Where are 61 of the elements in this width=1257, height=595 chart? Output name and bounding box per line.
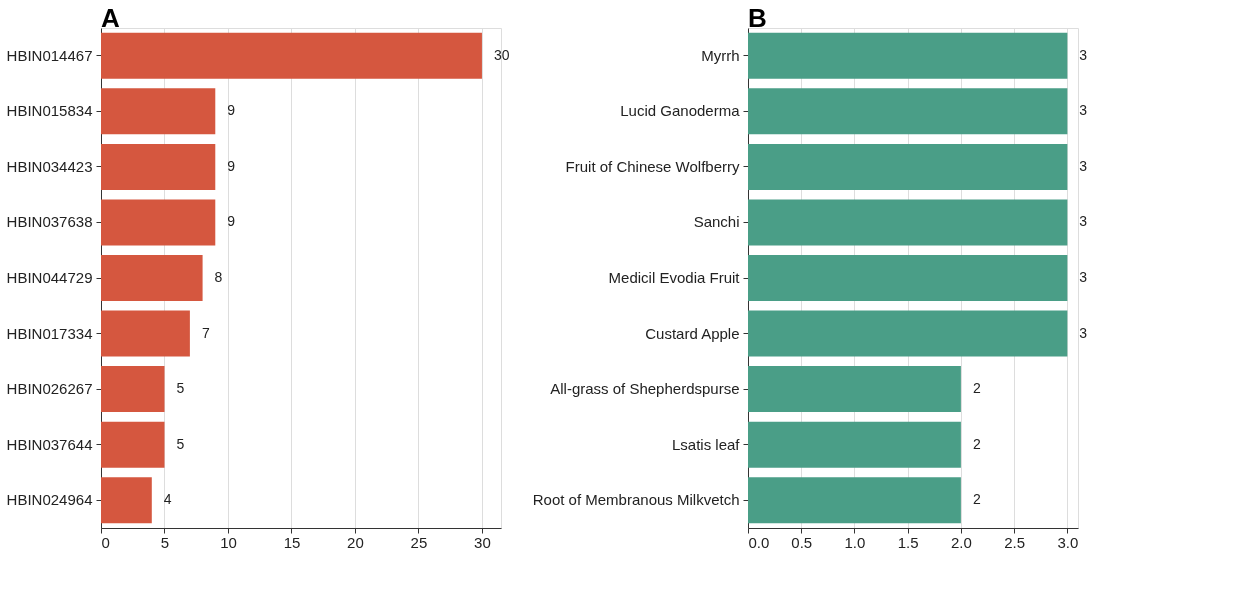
x-tick-label: 10	[220, 533, 237, 551]
bar	[101, 310, 190, 357]
x-tick-label: 1.5	[897, 533, 919, 551]
x-tick-label: 0	[101, 533, 110, 551]
data-label: 7	[201, 324, 210, 341]
data-label: 3	[1079, 157, 1088, 174]
data-label: 3	[1079, 102, 1088, 119]
x-tick-label: 0.5	[791, 533, 813, 551]
x-tick-label: 1.0	[844, 533, 866, 551]
y-tick-label: Sanchi	[693, 213, 740, 231]
y-tick-label: All-grass of Shepherdspurse	[550, 380, 740, 398]
x-tick-label: 25	[410, 533, 428, 551]
bar	[101, 366, 165, 413]
y-tick-label: HBIN037638	[6, 213, 93, 231]
data-label: 2	[972, 435, 981, 452]
bar	[101, 32, 482, 79]
x-tick-label: 20	[347, 533, 364, 551]
x-tick-label: 15	[283, 533, 301, 551]
chart-title: A	[101, 3, 120, 33]
x-tick-label: 2.0	[950, 533, 972, 551]
chart-title: B	[748, 3, 767, 33]
data-label: 3	[1079, 324, 1088, 341]
data-label: 3	[1079, 46, 1088, 63]
bar	[101, 255, 203, 301]
y-tick-label: HBIN017334	[6, 324, 93, 342]
y-tick-label: HBIN026267	[6, 380, 93, 398]
y-tick-label: HBIN024964	[6, 491, 93, 509]
data-label: 9	[227, 213, 236, 230]
x-tick-label: 5	[160, 533, 170, 551]
data-label: 5	[176, 380, 185, 397]
bar	[101, 421, 165, 468]
y-tick-label: HBIN037644	[6, 435, 93, 453]
bar	[101, 143, 216, 190]
bar	[101, 88, 216, 135]
data-label: 9	[227, 157, 236, 174]
data-label: 9	[227, 102, 236, 119]
y-tick-label: Lsatis leaf	[671, 435, 741, 453]
y-tick-label: HBIN044729	[6, 269, 93, 286]
bar	[101, 199, 216, 246]
y-tick-label: Root of Membranous Milkvetch	[532, 491, 740, 509]
data-label: 2	[972, 380, 981, 397]
data-label: 3	[1079, 269, 1088, 285]
x-tick-label: 3.0	[1057, 533, 1079, 551]
y-tick-label: Fruit of Chinese Wolfberry	[565, 157, 740, 175]
y-tick-label: HBIN015834	[6, 102, 93, 120]
y-tick-label: HBIN014467	[6, 46, 93, 64]
x-tick-label: 0.0	[748, 533, 770, 551]
data-label: 30	[493, 46, 510, 63]
y-tick-label: HBIN034423	[6, 157, 93, 175]
x-tick-label: 30	[474, 533, 491, 551]
x-tick-label: 2.5	[1004, 533, 1026, 551]
data-label: 4	[163, 491, 172, 508]
y-tick-label: Custard Apple	[645, 324, 740, 342]
y-tick-label: Myrrh	[701, 46, 740, 64]
data-label: 5	[176, 435, 185, 452]
data-label: 2	[972, 491, 981, 508]
data-label: 8	[214, 269, 223, 285]
data-label: 3	[1079, 213, 1088, 230]
bar	[101, 477, 152, 524]
y-tick-label: Medicil Evodia Fruit	[608, 269, 741, 286]
y-tick-label: Lucid Ganoderma	[620, 102, 741, 120]
